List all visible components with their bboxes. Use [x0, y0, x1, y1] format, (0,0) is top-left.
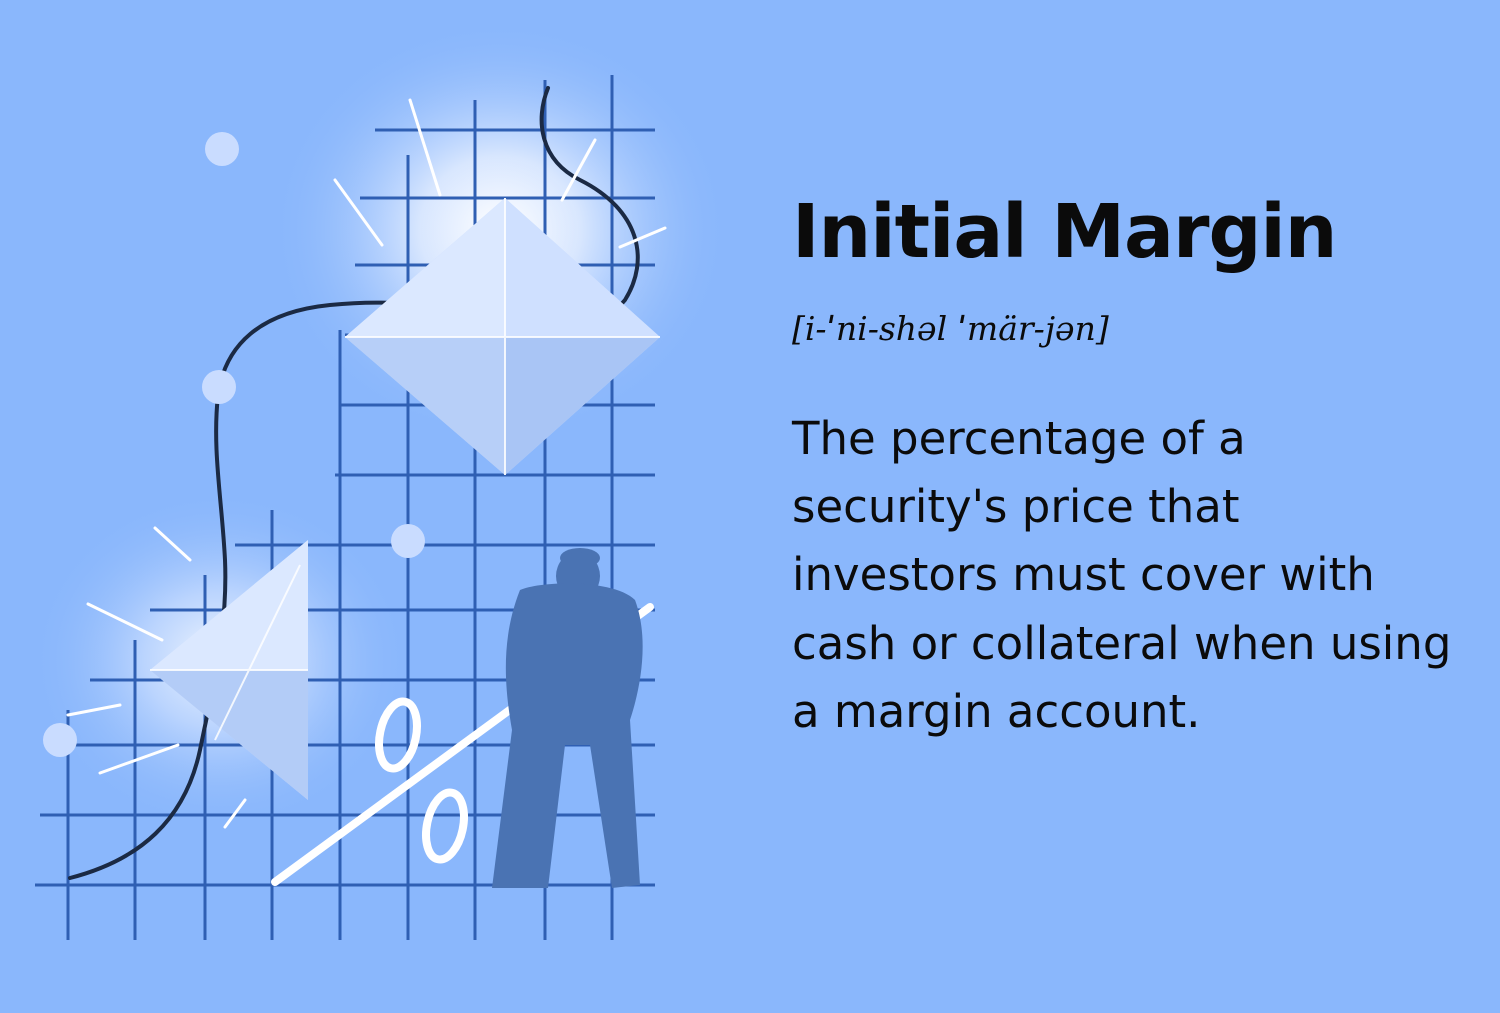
term-title: Initial Margin [792, 189, 1337, 275]
decor-dot [202, 370, 236, 404]
term-definition: The percentage of a security's price tha… [792, 411, 1452, 739]
decor-dot [391, 524, 425, 558]
top-crystal [345, 198, 660, 475]
decor-dot [205, 132, 239, 166]
left-crystal [150, 540, 308, 800]
term-pronunciation: [i-ˈni-shəl ˈmär-jən] [792, 309, 1109, 349]
definition-panel: Initial Margin [i-ˈni-shəl ˈmär-jən] The… [792, 189, 1472, 747]
sparkle-rays [66, 98, 667, 829]
person-silhouette [492, 548, 643, 888]
margin-illustration [30, 20, 730, 940]
decor-dot [43, 723, 77, 757]
path-curve [68, 86, 640, 880]
